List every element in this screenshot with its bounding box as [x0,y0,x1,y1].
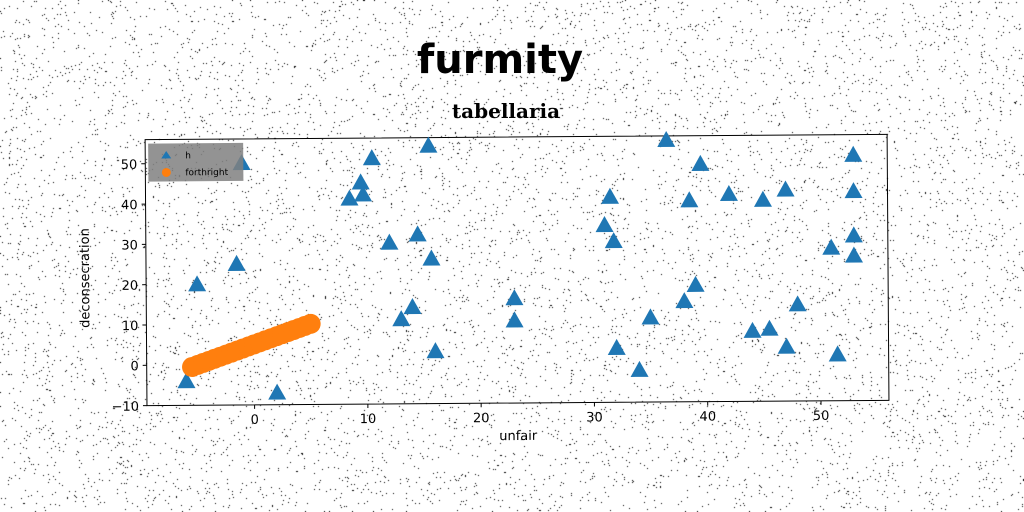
data-point-h [268,383,287,400]
data-point-h [743,321,762,338]
data-point-h [595,216,614,233]
data-point-h [845,246,864,263]
y-tick-label: 10 [122,319,139,334]
data-point-h [380,233,399,250]
data-point-h [426,342,445,359]
data-point-h [641,308,660,325]
data-point-h [408,225,427,242]
data-point-h [422,249,441,266]
circle-icon [161,167,171,177]
x-tick-label: 0 [251,413,259,428]
data-point-h [680,191,699,208]
data-point-h [601,187,620,204]
legend-label-h: h [185,151,191,161]
data-point-forthright [300,313,321,334]
data-point-h [177,372,196,389]
x-tick-label: 50 [813,409,830,424]
x-axis: 0 10 20 30 40 50 [251,400,830,428]
data-point-h [354,185,373,202]
data-point-h [776,180,795,197]
legend-box [148,142,244,182]
plot-frame [144,133,890,407]
x-tick-label: 20 [473,411,490,426]
y-tick-label: 20 [122,279,139,294]
data-point-h [753,190,772,207]
data-point-h [505,289,524,306]
data-point-h [691,154,710,171]
data-point-h [392,310,411,327]
data-point-h [822,238,841,255]
data-point-h [777,337,796,354]
x-tick-label: 10 [360,412,377,427]
x-axis-label: unfair [499,429,538,444]
data-point-h [505,311,524,328]
legend: h forthright [148,142,244,182]
data-point-h [340,189,359,206]
data-marks [177,130,864,400]
chart-title: tabellaria [452,99,560,123]
data-point-h [719,184,738,202]
x-tick-label: 30 [586,410,603,425]
y-axis-label: deconsecration [78,228,94,328]
figure-title: furmity [417,37,583,83]
data-point-h [828,345,847,362]
y-axis: −10 0 10 20 30 40 50 [111,158,147,415]
data-point-h [607,338,626,355]
data-point-h [844,182,863,199]
data-point-h [788,295,807,312]
data-point-h [419,136,438,153]
data-point-h [760,319,779,336]
data-point-h [844,226,863,243]
data-point-h [657,130,676,148]
data-point-h [227,254,246,271]
data-point-h [675,292,694,309]
y-tick-label: 40 [121,198,138,213]
data-point-h [604,232,623,249]
legend-label-forthright: forthright [185,168,228,178]
x-tick-label: 40 [699,410,716,425]
y-tick-label: 50 [121,158,138,173]
data-point-h [362,149,381,166]
y-tick-label: 30 [121,238,138,253]
data-point-h [188,275,207,292]
data-point-h [351,173,370,190]
y-tick-label: 0 [130,359,138,374]
data-point-h [844,145,863,162]
data-point-h [630,360,649,377]
triangle-icon [161,150,172,159]
y-tick-label: −10 [111,400,139,415]
data-point-h [686,275,705,292]
data-point-h [403,298,422,315]
